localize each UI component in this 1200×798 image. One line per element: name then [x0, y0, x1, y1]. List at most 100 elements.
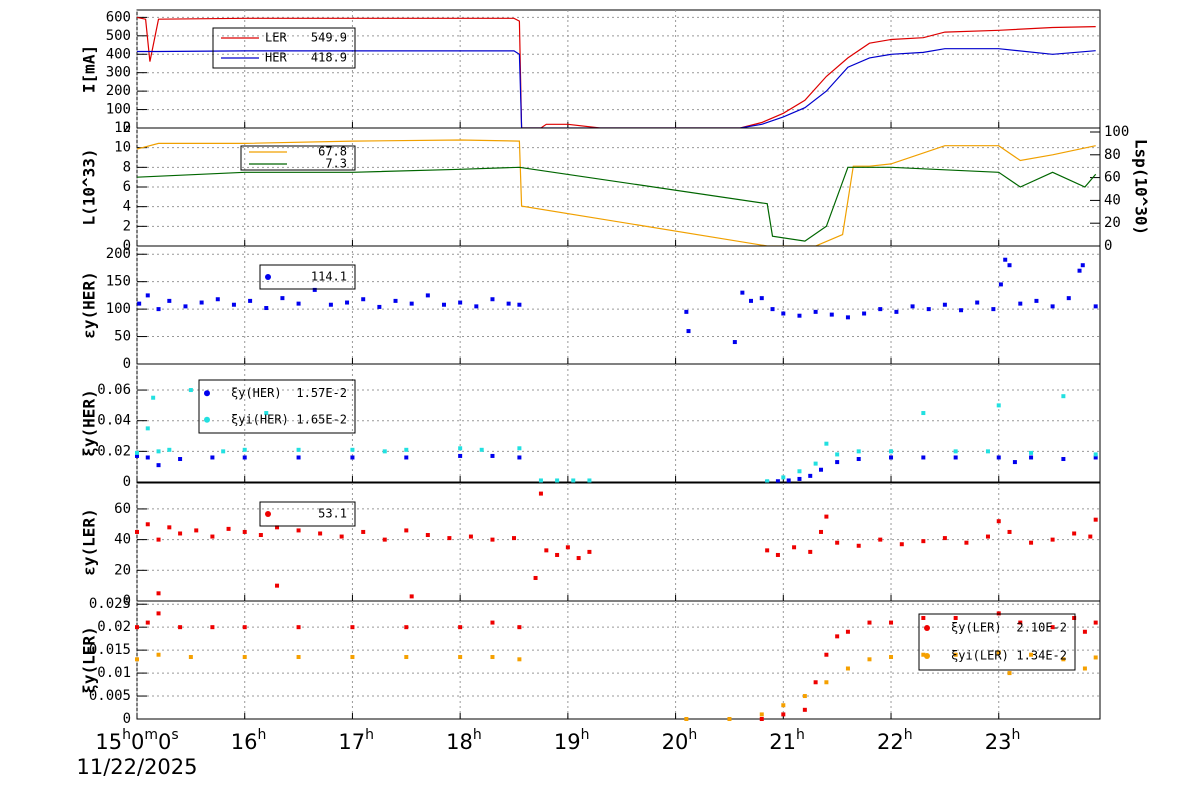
data-point: [1093, 452, 1098, 457]
data-point: [759, 296, 764, 301]
data-point: [210, 625, 215, 630]
data-point: [242, 447, 247, 452]
data-point: [538, 478, 543, 483]
data-point: [393, 298, 398, 303]
data-point: [759, 717, 764, 721]
legend-value: 1.57E-2: [296, 386, 347, 400]
y2-tick-label: 40: [1104, 192, 1121, 208]
plot-frame: [136, 9, 1101, 129]
data-point: [835, 460, 840, 465]
data-point: [151, 395, 156, 400]
data-point: [404, 455, 409, 460]
legend-box: [240, 145, 356, 171]
y-tick-label: 0.025: [89, 596, 131, 612]
x-tick-label: 16h: [231, 727, 267, 754]
data-point: [975, 300, 980, 305]
data-point: [775, 552, 780, 557]
data-point: [458, 625, 463, 630]
y-tick-label: 600: [106, 9, 131, 25]
data-point: [156, 449, 161, 454]
data-point: [275, 525, 280, 530]
legend-label: ξy(LER): [951, 621, 1002, 635]
data-point: [145, 522, 150, 527]
data-point: [684, 717, 689, 721]
data-point: [921, 615, 926, 620]
data-point: [813, 309, 818, 314]
y-tick-label: 4: [123, 199, 131, 215]
plot-frame: [136, 245, 1101, 365]
legend-label: ξyi(HER): [231, 412, 289, 426]
data-point: [835, 634, 840, 639]
data-point: [985, 534, 990, 539]
legend-box: [918, 613, 1076, 671]
data-point: [137, 301, 142, 306]
data-point: [194, 528, 199, 533]
data-point: [468, 534, 473, 539]
data-point: [835, 452, 840, 457]
data-point: [156, 652, 161, 657]
y-tick-label: 0.06: [97, 382, 131, 398]
plot-frame: [136, 363, 1101, 483]
data-point: [350, 447, 355, 452]
y2-tick-label: 0: [1104, 238, 1112, 254]
data-point: [824, 441, 829, 446]
legend-value: 2.10E-2: [1016, 621, 1067, 635]
data-point: [953, 449, 958, 454]
legend-swatch: [204, 390, 210, 397]
data-point: [1034, 298, 1039, 303]
data-point: [517, 455, 522, 460]
data-point: [215, 297, 220, 302]
data-point: [867, 620, 872, 625]
data-point: [296, 447, 301, 452]
data-point: [296, 655, 301, 660]
legend-swatch: [204, 416, 210, 423]
y-axis-label: I[mA]: [80, 45, 99, 93]
data-point: [835, 540, 840, 545]
data-point: [506, 301, 511, 306]
data-point: [1003, 257, 1008, 262]
data-point: [490, 453, 495, 458]
y-tick-label: 10: [114, 140, 131, 156]
data-point: [684, 309, 689, 314]
data-point: [226, 526, 231, 531]
data-point: [824, 514, 829, 519]
data-point: [565, 545, 570, 550]
data-point: [425, 533, 430, 538]
data-point: [781, 311, 786, 316]
data-point: [210, 534, 215, 539]
legend-value: 114.1: [311, 270, 347, 284]
data-point: [797, 313, 802, 318]
legend-label: HER: [265, 51, 287, 65]
data-point: [199, 300, 204, 305]
data-point: [458, 453, 463, 458]
data-point: [145, 426, 150, 431]
y2-axis-label: Lsp(10^30): [1132, 139, 1151, 235]
data-point: [824, 680, 829, 685]
data-point: [178, 531, 183, 536]
x-tick-label: 18h: [446, 727, 482, 754]
legend-value: 549.9: [311, 31, 347, 45]
data-point: [1018, 301, 1023, 306]
data-point: [188, 388, 193, 393]
data-point: [296, 455, 301, 460]
data-point: [953, 455, 958, 460]
data-point: [985, 449, 990, 454]
data-point: [1050, 304, 1055, 309]
data-point: [361, 529, 366, 534]
data-point: [576, 556, 581, 561]
data-point: [889, 620, 894, 625]
data-point: [242, 455, 247, 460]
data-point: [845, 315, 850, 320]
y-tick-label: 500: [106, 28, 131, 44]
y-axis-label: ξy(LER): [80, 626, 99, 693]
data-point: [377, 304, 382, 309]
data-point: [490, 297, 495, 302]
legend-swatch: [924, 653, 930, 659]
data-point: [280, 296, 285, 301]
data-point: [819, 529, 824, 534]
data-point: [1012, 460, 1017, 465]
data-point: [156, 463, 161, 468]
data-point: [867, 657, 872, 662]
data-point: [538, 491, 543, 496]
data-point: [382, 537, 387, 542]
